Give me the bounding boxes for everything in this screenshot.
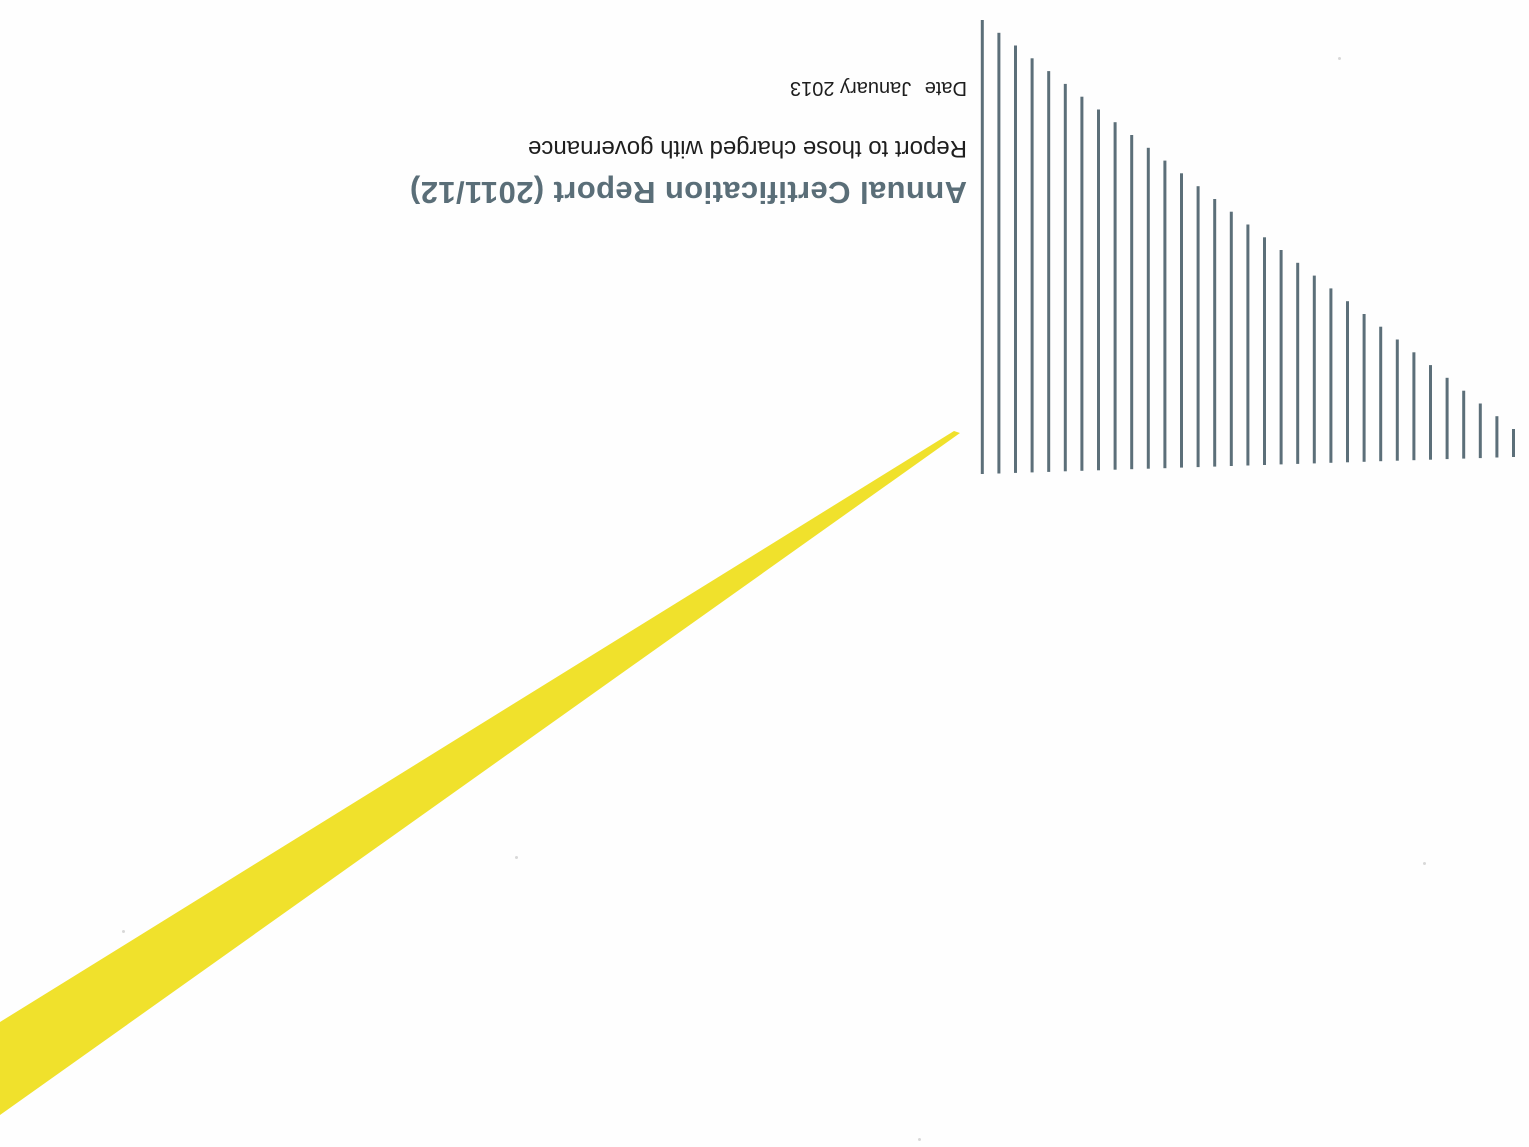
stripe-line bbox=[1213, 199, 1217, 467]
stripe-line bbox=[1180, 173, 1183, 468]
scan-speck bbox=[1423, 862, 1426, 865]
vertical-stripes-graphic bbox=[980, 20, 1515, 474]
title-block: Annual Certification Report (2011/12) Re… bbox=[267, 75, 967, 211]
stripe-line bbox=[1014, 45, 1017, 473]
stripe-line bbox=[1362, 314, 1366, 462]
stripe-line bbox=[1312, 275, 1316, 464]
stripe-line bbox=[1080, 96, 1084, 471]
stripe-line bbox=[1395, 339, 1399, 461]
stripe-line bbox=[1229, 211, 1233, 466]
stripe-line bbox=[1279, 250, 1283, 465]
stripe-line bbox=[1196, 186, 1200, 468]
stripe-line bbox=[1146, 147, 1150, 469]
stripe-line bbox=[1063, 83, 1067, 472]
document-date: Date January 2013 bbox=[267, 75, 967, 101]
stripe-line bbox=[997, 32, 1001, 474]
scan-speck bbox=[1338, 57, 1341, 60]
stripe-line bbox=[1246, 224, 1250, 466]
stripe-line bbox=[1512, 429, 1515, 457]
stripe-line bbox=[1329, 288, 1333, 463]
stripe-line bbox=[1379, 326, 1383, 462]
stripe-line bbox=[1445, 377, 1449, 460]
stripe-line bbox=[1113, 122, 1117, 470]
date-label: Date bbox=[924, 77, 967, 99]
stripe-line bbox=[1130, 135, 1134, 470]
stripe-line bbox=[1263, 237, 1266, 465]
stripe-line bbox=[1495, 416, 1499, 458]
date-value: January 2013 bbox=[789, 77, 912, 99]
stripe-line bbox=[1163, 160, 1167, 469]
stripe-line bbox=[1047, 71, 1051, 472]
stripe-line bbox=[1429, 365, 1432, 460]
document-title: Annual Certification Report (2011/12) bbox=[409, 175, 967, 210]
scan-speck bbox=[918, 1138, 921, 1141]
stripe-line bbox=[1296, 262, 1300, 464]
stripe-line bbox=[1462, 390, 1466, 459]
stripe-line bbox=[1412, 352, 1416, 461]
scan-speck bbox=[122, 930, 125, 933]
stripe-line bbox=[1030, 58, 1034, 473]
stripe-line bbox=[1478, 403, 1482, 459]
stripe-line bbox=[1346, 301, 1349, 463]
document-subtitle: Report to those charged with governance bbox=[528, 135, 967, 162]
stripe-line bbox=[1097, 109, 1100, 471]
yellow-wedge-graphic bbox=[0, 431, 960, 1115]
stripe-line bbox=[980, 20, 984, 474]
scan-speck bbox=[515, 856, 518, 859]
